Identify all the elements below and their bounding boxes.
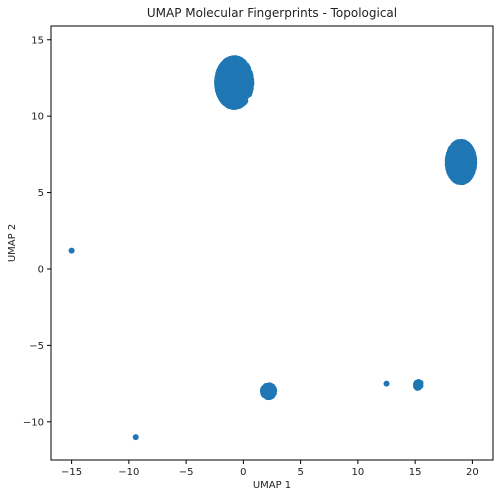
scatter-point-cluster-1 (220, 75, 227, 82)
scatter-point-cluster-1 (223, 79, 230, 86)
scatter-point-cluster-2 (457, 140, 464, 147)
y-tick-label: 0 (38, 264, 44, 275)
scatter-point-cluster-1 (220, 98, 227, 105)
scatter-point-cluster-1 (245, 72, 252, 79)
scatter-point-cluster-1 (242, 61, 249, 68)
scatter-point (132, 434, 139, 441)
scatter-point-cluster-3 (269, 388, 276, 395)
y-tick-label: 10 (31, 112, 44, 123)
scatter-point-cluster-2 (445, 166, 452, 173)
scatter-point-cluster-1 (240, 77, 247, 84)
scatter-point-cluster-1 (219, 67, 226, 74)
scatter-point-cluster-1 (244, 91, 251, 98)
scatter-point-cluster-2 (464, 170, 471, 176)
scatter-point-cluster-2 (452, 157, 459, 164)
y-axis-title: UMAP 2 (7, 224, 18, 262)
scatter-point-cluster-2 (445, 153, 452, 160)
points-layer (68, 55, 478, 441)
scatter-point-cluster-1 (240, 89, 247, 96)
x-tick-label: −10 (118, 467, 139, 478)
x-tick-label: 20 (466, 467, 479, 478)
scatter-point-cluster-1 (234, 66, 241, 73)
scatter-point-cluster-2 (460, 158, 466, 165)
x-axis-title: UMAP 1 (253, 480, 291, 491)
scatter-point-cluster-1 (235, 94, 242, 101)
x-tick-label: 10 (352, 467, 365, 478)
x-tick-label: 15 (409, 467, 422, 478)
x-tick-label: −5 (179, 467, 194, 478)
x-tick-label: −15 (61, 467, 82, 478)
scatter-point-cluster-1 (228, 58, 235, 65)
scatter-point-cluster-1 (226, 99, 233, 106)
scatter-point-cluster-2 (469, 148, 476, 155)
scatter-point-cluster-2 (460, 175, 467, 182)
scatter-point-cluster-1 (242, 96, 249, 103)
y-tick-label: 5 (38, 188, 44, 199)
scatter-point-cluster-1 (222, 62, 229, 69)
scatter-point-cluster-1 (225, 71, 232, 78)
scatter-point (383, 380, 390, 387)
y-tick-label: −10 (23, 417, 44, 428)
scatter-point-cluster-1 (219, 86, 226, 93)
scatter-point-cluster-2 (459, 164, 466, 171)
scatter-point-cluster-2 (451, 176, 458, 183)
scatter-point-cluster-2 (445, 160, 452, 167)
plot-frame (50, 25, 494, 461)
chart-title: UMAP Molecular Fingerprints - Topologica… (147, 6, 397, 20)
scatter-point-cluster-1 (248, 76, 255, 83)
scatter-point-cluster-2 (460, 146, 467, 153)
x-axis: −15 −10 −5 0 5 10 15 20 (61, 460, 479, 478)
scatter-point-cluster-4 (416, 382, 423, 389)
scatter-point-cluster-3 (265, 383, 272, 390)
scatter-point-cluster-1 (234, 55, 241, 62)
y-tick-label: 15 (31, 35, 44, 46)
x-tick-label: 5 (297, 467, 303, 478)
y-tick-label: −5 (29, 341, 44, 352)
x-tick-label: 0 (240, 467, 246, 478)
scatter-point-cluster-1 (237, 102, 244, 109)
scatter-point-cluster-2 (464, 160, 471, 167)
scatter-point-cluster-1 (230, 63, 237, 70)
scatter-point (68, 247, 75, 254)
scatter-point-cluster-2 (456, 151, 463, 158)
y-axis: −10 −5 0 5 10 15 (23, 35, 51, 428)
scatter-point-cluster-1 (236, 80, 243, 87)
scatter-point-cluster-1 (229, 82, 236, 89)
scatter-point-cluster-1 (214, 76, 221, 83)
scatter-point-cluster-2 (447, 145, 454, 152)
scatter-point-cluster-2 (470, 164, 477, 171)
